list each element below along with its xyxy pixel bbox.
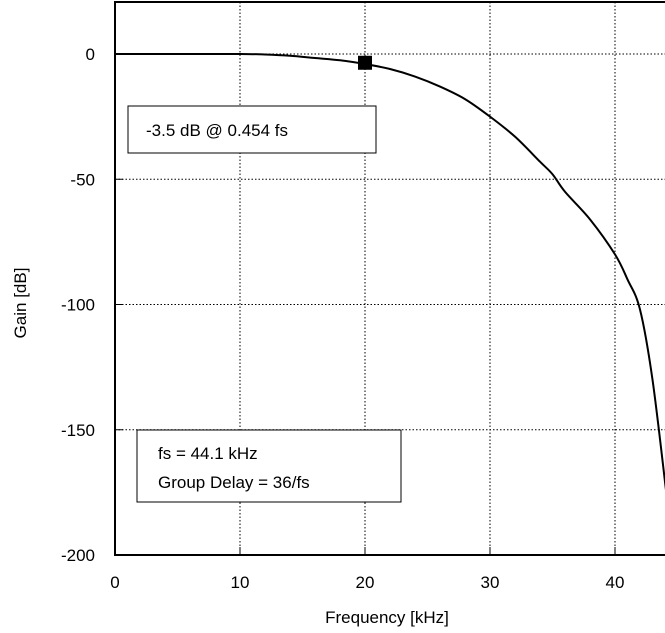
x-axis-title: Frequency [kHz]	[325, 608, 449, 627]
y-tick-label: 0	[86, 45, 95, 64]
x-tick-label: 30	[481, 573, 500, 592]
y-tick-label: -150	[61, 421, 95, 440]
cutoff-marker	[358, 55, 372, 70]
x-tick-label: 20	[356, 573, 375, 592]
plot-frame	[114, 1, 665, 556]
cutoff-annotation-box: -3.5 dB @ 0.454 fs	[127, 105, 377, 154]
y-axis-title: Gain [dB]	[11, 268, 30, 339]
group-delay-text: Group Delay = 36/fs	[158, 473, 310, 492]
gain-curve	[114, 52, 665, 491]
cutoff-annotation-text: -3.5 dB @ 0.454 fs	[146, 121, 288, 140]
x-tick-label: 40	[606, 573, 625, 592]
x-tick-label: 0	[110, 573, 119, 592]
tick-labels: 0 10 20 30 40 0 -50 -100 -150 -200	[61, 45, 624, 592]
y-tick-label: -50	[70, 170, 95, 189]
x-tick-label: 10	[231, 573, 250, 592]
y-tick-label: -100	[61, 296, 95, 315]
y-tick-label: -200	[61, 546, 95, 565]
sample-rate-text: fs = 44.1 kHz	[158, 444, 258, 463]
info-annotation-box: fs = 44.1 kHz Group Delay = 36/fs	[136, 429, 402, 503]
